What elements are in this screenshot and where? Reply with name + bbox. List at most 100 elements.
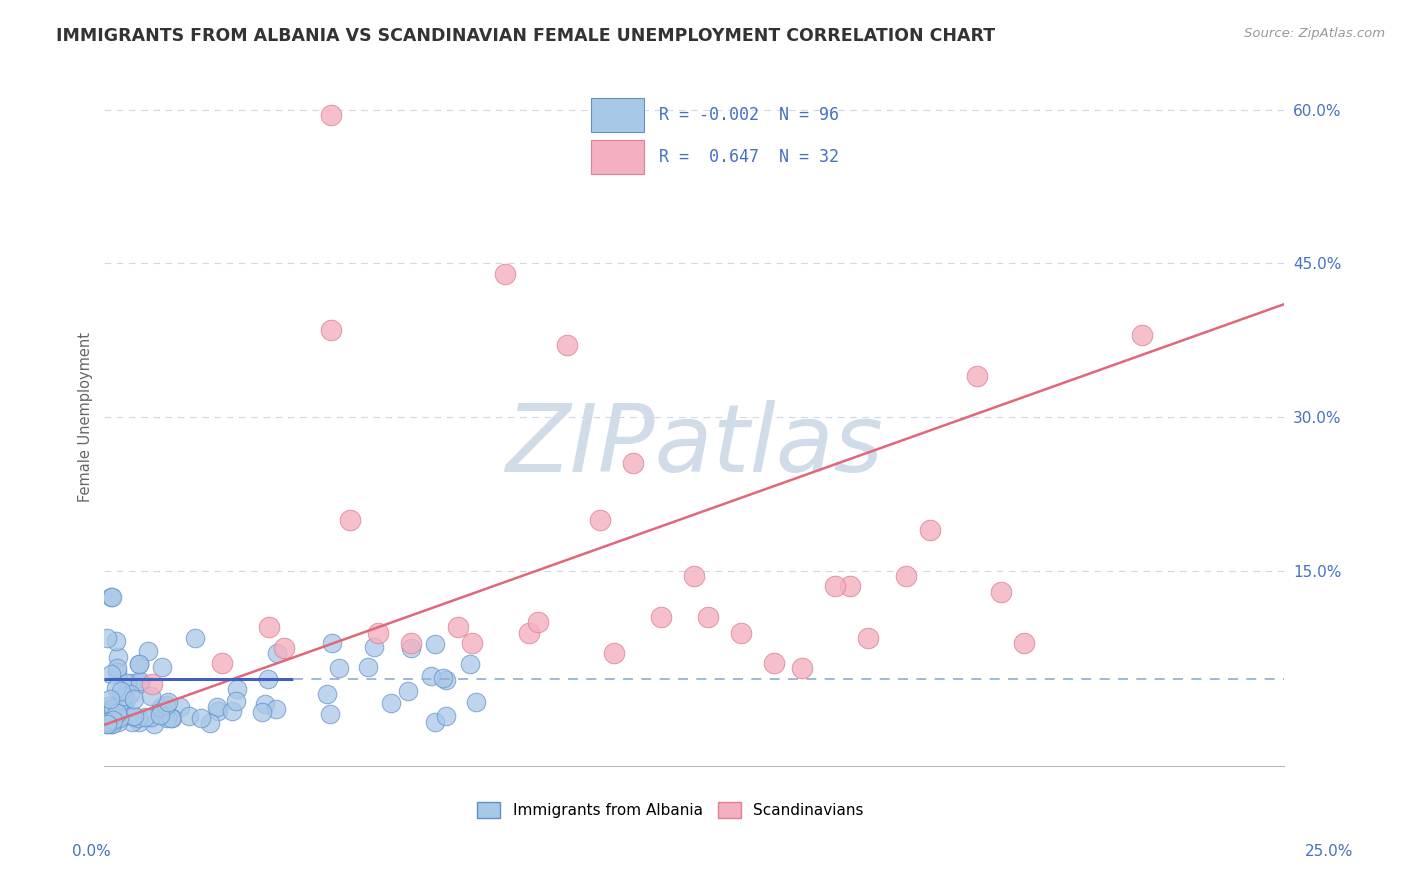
Point (100, 667, 122, 681)
Text: 0.0%: 0.0% (72, 845, 111, 859)
Point (990, 584, 1012, 599)
Point (110, 698, 132, 712)
Point (730, 625, 752, 640)
Point (128, 657, 150, 671)
Point (966, 369, 988, 384)
Point (105, 681, 128, 695)
Point (108, 711, 131, 725)
Point (157, 695, 180, 709)
Point (380, 696, 402, 710)
Point (96, 716, 118, 731)
Point (107, 700, 129, 714)
Point (114, 692, 136, 706)
Point (122, 692, 145, 706)
Point (621, 456, 644, 470)
Point (319, 707, 342, 722)
Point (179, 709, 201, 723)
Point (1130, 328, 1153, 343)
Point (149, 707, 172, 722)
Point (588, 513, 610, 527)
Point (98, 692, 121, 706)
Point (139, 689, 162, 703)
Point (221, 704, 243, 718)
Point (225, 681, 247, 696)
Point (254, 698, 277, 712)
Point (425, 637, 447, 651)
Text: 25.0%: 25.0% (1305, 845, 1353, 859)
Point (447, 620, 470, 634)
Point (96, 706, 118, 721)
Point (363, 640, 385, 654)
Point (97, 714, 120, 728)
Point (603, 646, 626, 660)
Point (315, 688, 337, 702)
Point (211, 657, 233, 671)
Point (136, 644, 159, 658)
Point (100, 590, 122, 604)
Point (155, 698, 177, 713)
Point (190, 711, 212, 725)
Point (328, 661, 350, 675)
Point (107, 660, 129, 674)
Point (339, 513, 361, 527)
Point (101, 713, 124, 727)
Point (120, 687, 142, 701)
Point (105, 706, 128, 720)
Point (792, 661, 814, 675)
Point (121, 675, 143, 690)
Point (98, 713, 121, 727)
Point (465, 695, 488, 709)
Point (134, 710, 156, 724)
Point (156, 711, 179, 725)
Point (127, 711, 149, 725)
Point (517, 625, 540, 640)
Point (96, 715, 118, 730)
Point (129, 676, 152, 690)
Point (259, 620, 281, 634)
Point (122, 709, 145, 723)
Point (319, 108, 342, 122)
Point (1012, 636, 1035, 650)
Point (458, 657, 481, 672)
Point (225, 694, 247, 708)
Point (97, 707, 120, 722)
Point (96, 716, 118, 731)
Point (252, 705, 274, 719)
Point (96, 704, 118, 718)
Point (139, 710, 162, 724)
Point (143, 716, 166, 731)
Point (896, 569, 918, 583)
Point (105, 665, 128, 680)
Point (321, 636, 343, 650)
Point (160, 711, 183, 725)
Point (423, 715, 446, 730)
Point (160, 711, 183, 725)
Point (128, 714, 150, 729)
Point (101, 590, 124, 604)
Point (111, 698, 134, 713)
Point (918, 523, 941, 537)
Point (149, 700, 172, 714)
Point (169, 699, 191, 714)
Point (763, 657, 786, 671)
Point (273, 640, 295, 655)
Point (419, 669, 441, 683)
Point (117, 675, 139, 690)
Point (96, 708, 118, 723)
Point (96, 631, 118, 645)
Point (101, 716, 124, 731)
Point (101, 709, 124, 723)
Point (104, 633, 127, 648)
Legend: Immigrants from Albania, Scandinavians: Immigrants from Albania, Scandinavians (471, 797, 869, 824)
Point (128, 674, 150, 689)
Point (432, 671, 454, 685)
Point (111, 690, 134, 704)
Point (128, 657, 150, 671)
Point (434, 708, 457, 723)
Point (121, 714, 143, 729)
Point (141, 677, 163, 691)
Point (838, 579, 860, 593)
Point (98, 699, 121, 714)
Point (357, 660, 380, 674)
Point (434, 673, 457, 687)
